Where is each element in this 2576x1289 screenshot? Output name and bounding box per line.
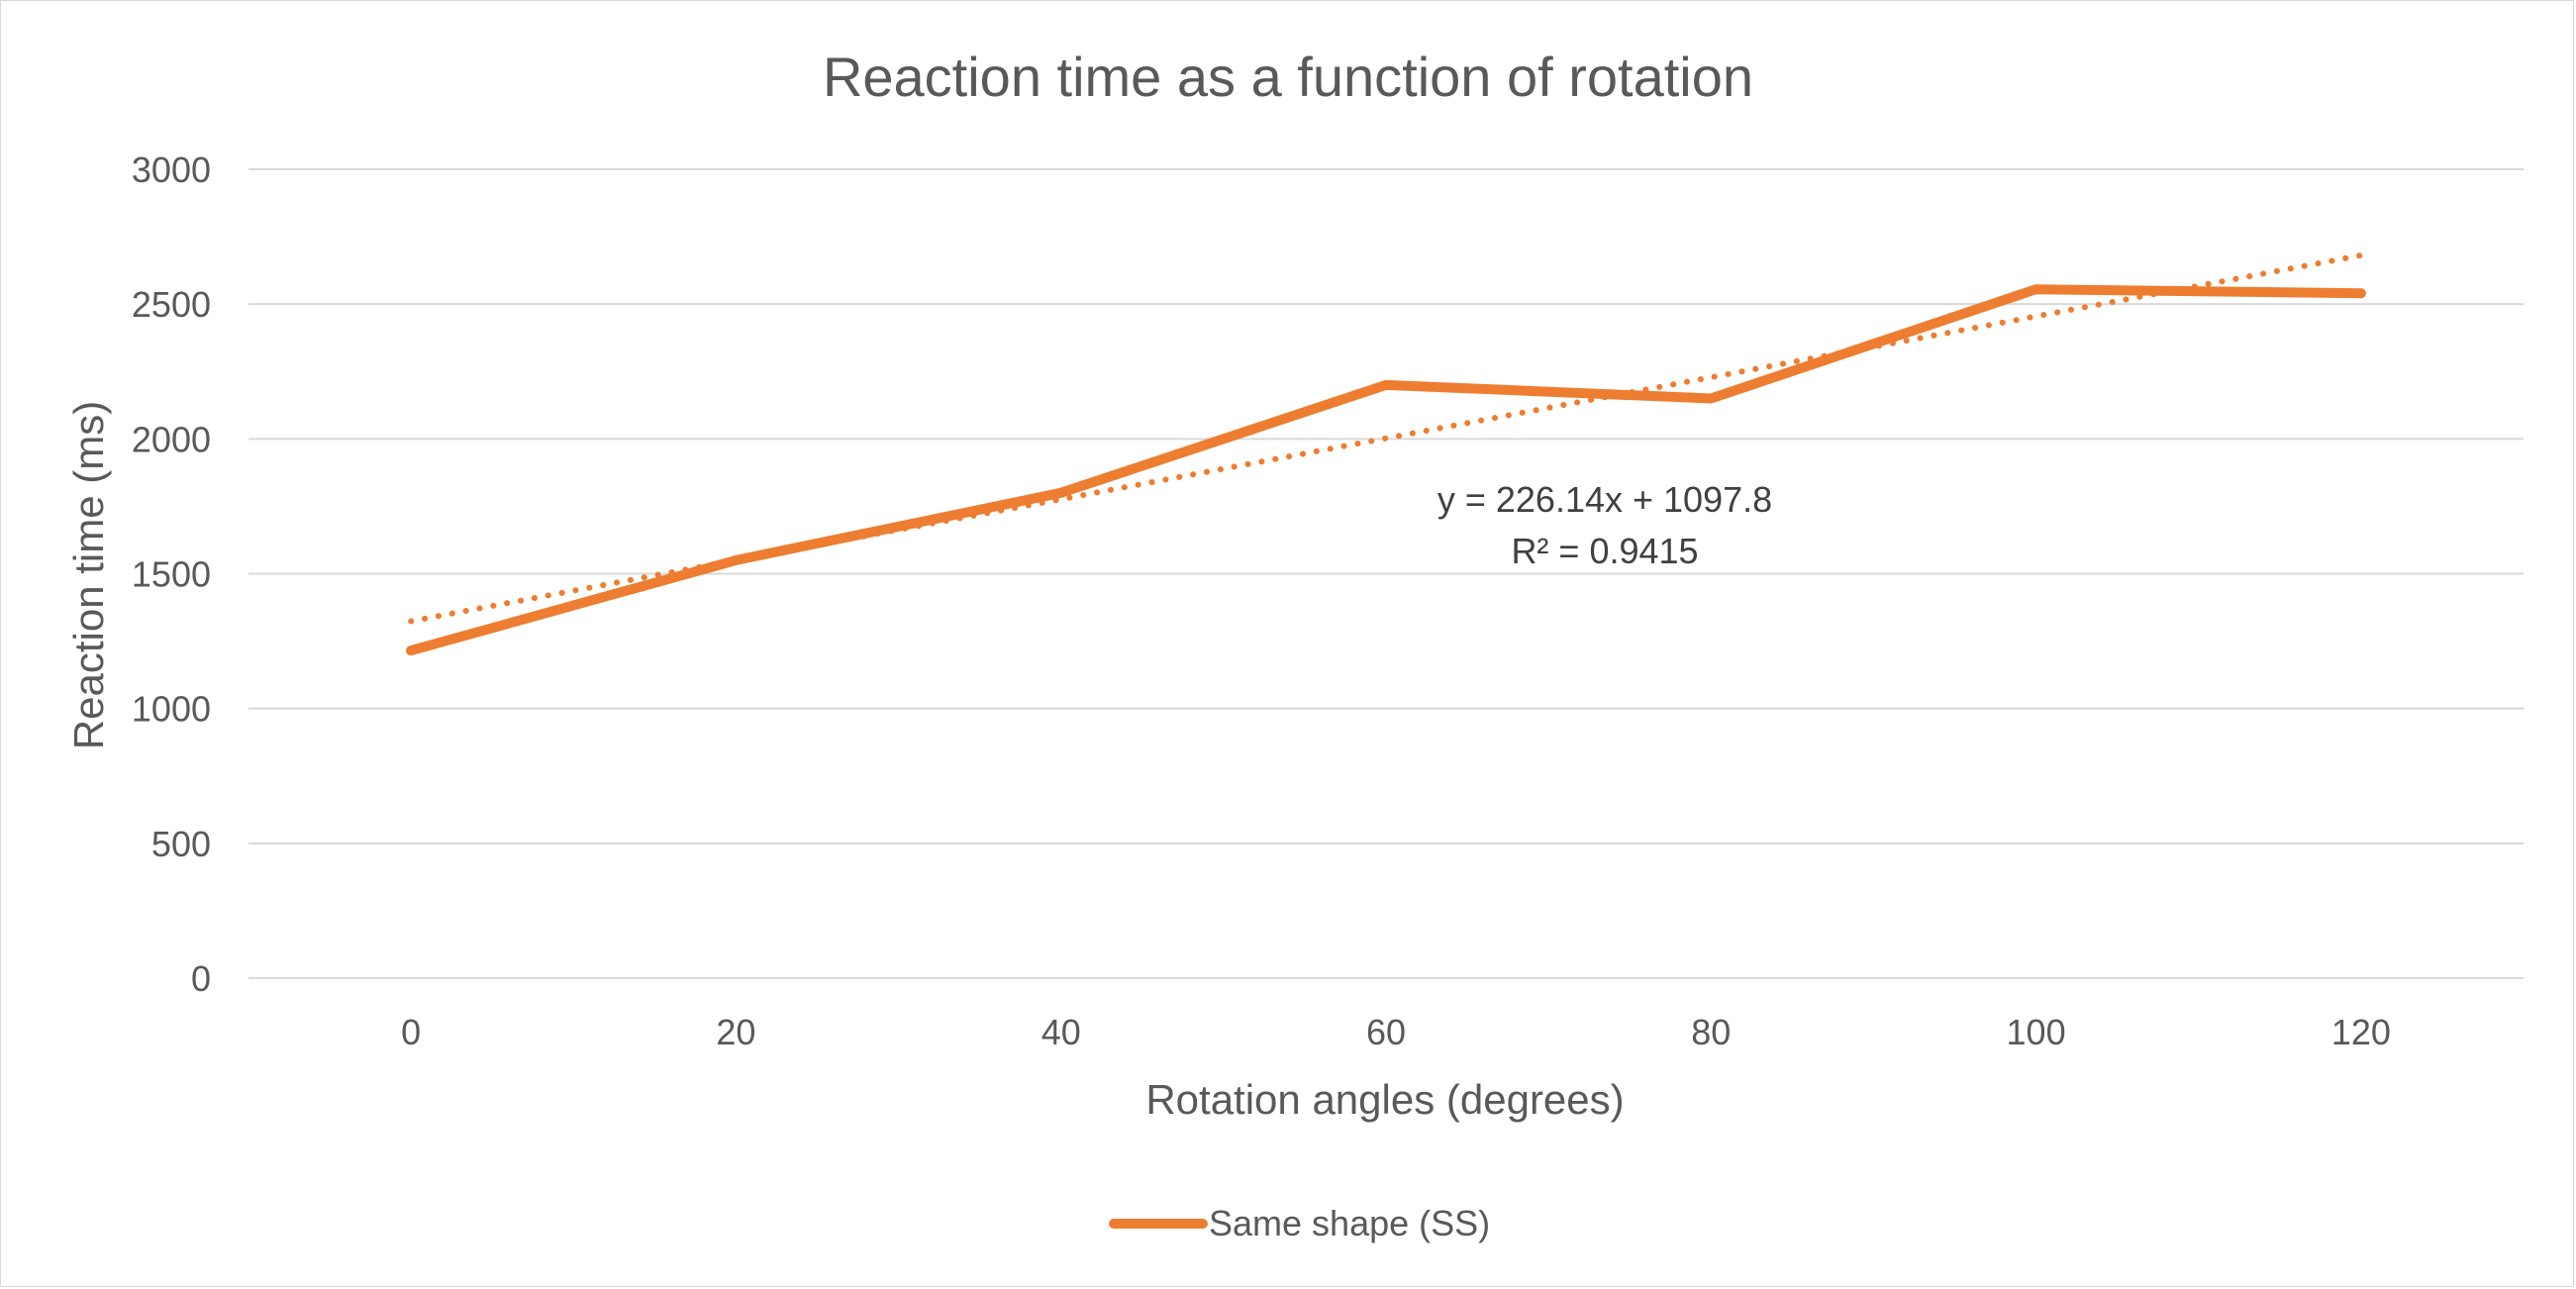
x-tick-label-0: 0 <box>401 1012 421 1052</box>
data-point-0 <box>406 645 417 656</box>
x-tick-label-60: 60 <box>1366 1012 1406 1052</box>
y-tick-label-2500: 2500 <box>132 284 211 325</box>
data-point-60 <box>1381 379 1391 390</box>
y-tick-label-1000: 1000 <box>132 689 211 730</box>
y-tick-label-1500: 1500 <box>132 554 211 595</box>
trendline-linear <box>408 251 2364 625</box>
x-axis-ticks: 0 20 40 60 80 100 120 <box>401 1012 2391 1052</box>
x-tick-label-100: 100 <box>2007 1012 2066 1052</box>
legend-label-same-shape: Same shape (SS) <box>1209 1203 1490 1243</box>
x-tick-label-40: 40 <box>1041 1012 1081 1052</box>
series-layer <box>406 284 2366 656</box>
chart-title: Reaction time as a function of rotation <box>823 46 1753 108</box>
data-point-40 <box>1055 487 1066 498</box>
y-axis-title: Reaction time (ms) <box>65 401 112 749</box>
y-tick-label-0: 0 <box>191 958 211 999</box>
data-point-80 <box>1706 393 1717 404</box>
data-point-100 <box>2031 284 2041 295</box>
trendline-layer <box>408 251 2364 625</box>
data-point-20 <box>731 554 742 565</box>
x-axis-title: Rotation angles (degrees) <box>1145 1076 1624 1123</box>
trendline-equation: y = 226.14x + 1097.8 <box>1437 479 1772 520</box>
y-tick-label-2000: 2000 <box>132 419 211 459</box>
x-tick-label-20: 20 <box>716 1012 755 1052</box>
x-tick-label-120: 120 <box>2331 1012 2391 1052</box>
data-point-120 <box>2355 288 2366 299</box>
trendline-r-squared: R² = 0.9415 <box>1511 531 1698 571</box>
series-line-same-shape <box>406 284 2366 656</box>
y-tick-label-3000: 3000 <box>132 149 211 190</box>
y-tick-label-500: 500 <box>151 824 211 864</box>
legend: Same shape (SS) <box>1109 1203 1490 1243</box>
x-tick-label-80: 80 <box>1691 1012 1731 1052</box>
y-axis-ticks: 0 500 1000 1500 2000 2500 3000 <box>132 149 211 999</box>
